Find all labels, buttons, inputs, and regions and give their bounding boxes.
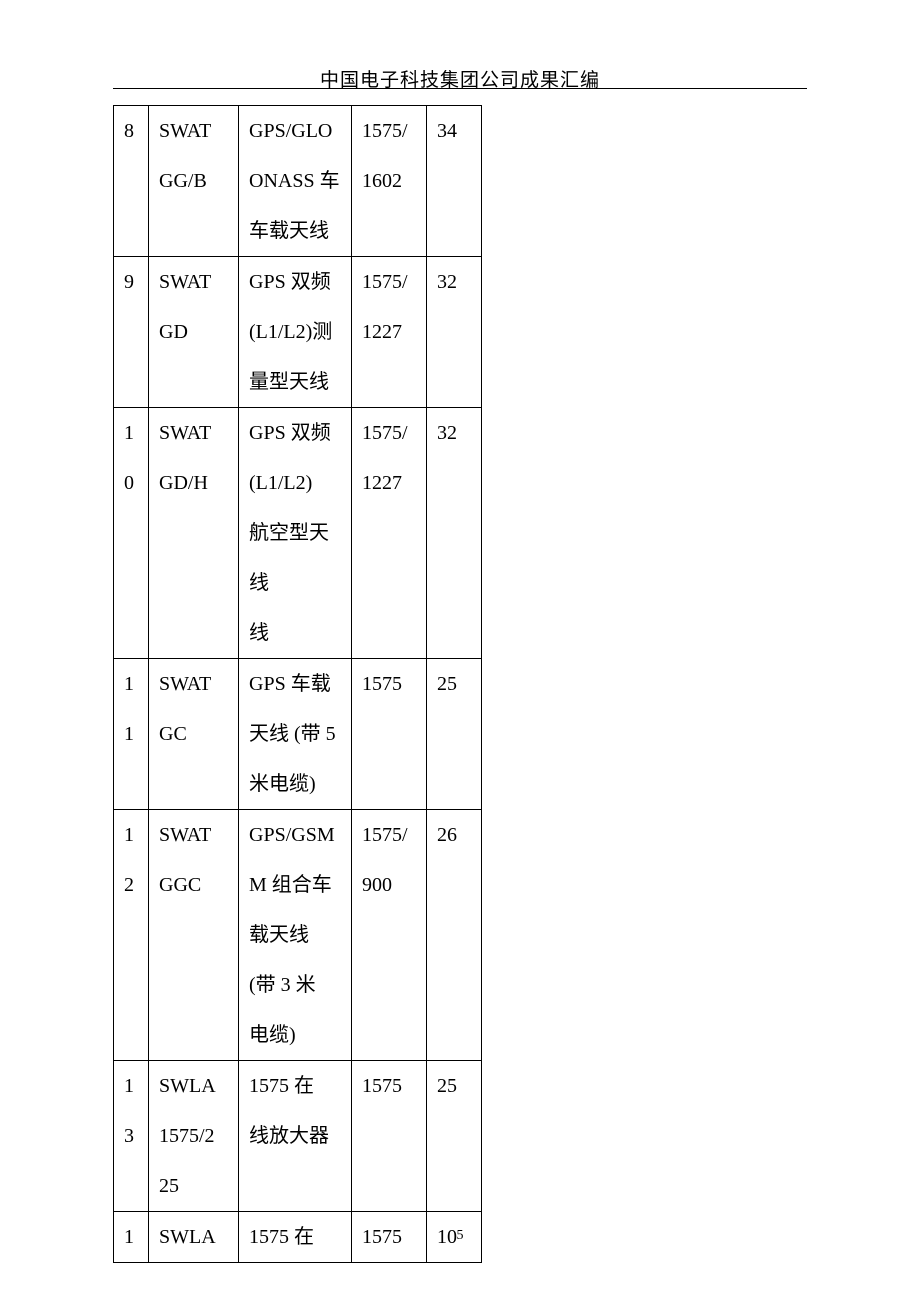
table-cell: 25 xyxy=(427,1061,482,1212)
cell-line: 9 xyxy=(114,257,148,307)
cell-line: 载天线 xyxy=(239,910,351,960)
cell-line: 车载天线 xyxy=(239,206,351,256)
cell-line: ONASS 车 xyxy=(239,156,351,206)
cell-line: 1227 xyxy=(352,458,426,508)
cell-line: GC xyxy=(149,709,238,759)
cell-line: 1 xyxy=(114,810,148,860)
table-cell: SWATGD xyxy=(149,257,239,408)
table-cell: SWATGD/H xyxy=(149,408,239,659)
table-cell: 8 xyxy=(114,106,149,257)
cell-line: 32 xyxy=(427,408,481,458)
cell-line: 2 xyxy=(114,860,148,910)
cell-line: GPS 双频 xyxy=(239,408,351,458)
cell-line: 量型天线 xyxy=(239,357,351,407)
table-row: 13SWLA1575/2251575 在线放大器157525 xyxy=(114,1061,482,1212)
cell-line: 25 xyxy=(149,1161,238,1211)
cell-line: SWAT xyxy=(149,408,238,458)
cell-line: GGC xyxy=(149,860,238,910)
cell-line: SWAT xyxy=(149,106,238,156)
cell-line: 1575/ xyxy=(352,106,426,156)
cell-line: 900 xyxy=(352,860,426,910)
cell-line: GD/H xyxy=(149,458,238,508)
table-cell: GPS 双频(L1/L2)测量型天线 xyxy=(239,257,352,408)
cell-line: 航空型天线 xyxy=(239,508,351,608)
cell-line: GG/B xyxy=(149,156,238,206)
table-cell: GPS/GLOONASS 车车载天线 xyxy=(239,106,352,257)
cell-line: SWAT xyxy=(149,257,238,307)
cell-line: M 组合车 xyxy=(239,860,351,910)
table-cell: 11 xyxy=(114,659,149,810)
table-cell: 32 xyxy=(427,257,482,408)
cell-line: 1575/ xyxy=(352,408,426,458)
table-cell: 10 xyxy=(114,408,149,659)
table-cell: 13 xyxy=(114,1061,149,1212)
header-underline xyxy=(113,88,807,89)
data-table: 8SWATGG/BGPS/GLOONASS 车车载天线1575/1602349S… xyxy=(113,105,482,1263)
table-row: 9SWATGDGPS 双频(L1/L2)测量型天线1575/122732 xyxy=(114,257,482,408)
cell-line: 米电缆) xyxy=(239,759,351,809)
cell-line: 1 xyxy=(114,1061,148,1111)
cell-line: 1 xyxy=(114,659,148,709)
table-cell: 1575/1602 xyxy=(352,106,427,257)
table-cell: SWATGGC xyxy=(149,810,239,1061)
table-row: 11SWATGCGPS 车载天线 (带 5米电缆)157525 xyxy=(114,659,482,810)
table-cell: 32 xyxy=(427,408,482,659)
table-cell: 1575 在线放大器 xyxy=(239,1061,352,1212)
table-cell: SWLA1575/225 xyxy=(149,1061,239,1212)
cell-line: 线 xyxy=(239,608,351,658)
cell-line: 25 xyxy=(427,1061,481,1111)
cell-line: 1575 xyxy=(352,1061,426,1111)
cell-line: 25 xyxy=(427,659,481,709)
table-row: 10SWATGD/HGPS 双频(L1/L2)航空型天线线1575/122732 xyxy=(114,408,482,659)
cell-line: (L1/L2) xyxy=(239,458,351,508)
data-table-container: 8SWATGG/BGPS/GLOONASS 车车载天线1575/1602349S… xyxy=(113,105,482,1263)
table-cell: 34 xyxy=(427,106,482,257)
cell-line: 1 xyxy=(114,408,148,458)
table-cell: GPS/GSMM 组合车载天线 (带 3 米电缆) xyxy=(239,810,352,1061)
cell-line: 电缆) xyxy=(239,1010,351,1060)
page-number: 5 xyxy=(0,1228,920,1244)
table-cell: 9 xyxy=(114,257,149,408)
cell-line: 1575 xyxy=(352,659,426,709)
cell-line: (带 3 米 xyxy=(239,960,351,1010)
cell-line: GPS 车载 xyxy=(239,659,351,709)
cell-line: 1575/2 xyxy=(149,1111,238,1161)
table-cell: 1575/1227 xyxy=(352,257,427,408)
table-cell: GPS 双频(L1/L2)航空型天线线 xyxy=(239,408,352,659)
table-row: 8SWATGG/BGPS/GLOONASS 车车载天线1575/160234 xyxy=(114,106,482,257)
cell-line: 天线 (带 5 xyxy=(239,709,351,759)
table-cell: 1575 xyxy=(352,1061,427,1212)
cell-line: 1602 xyxy=(352,156,426,206)
cell-line: 1227 xyxy=(352,307,426,357)
cell-line: 1575/ xyxy=(352,257,426,307)
table-cell: 25 xyxy=(427,659,482,810)
cell-line: GPS/GSM xyxy=(239,810,351,860)
cell-line: 线放大器 xyxy=(239,1111,351,1161)
cell-line: SWAT xyxy=(149,810,238,860)
table-cell: 1575 xyxy=(352,659,427,810)
cell-line: 1575 在 xyxy=(239,1061,351,1111)
cell-line: 0 xyxy=(114,458,148,508)
cell-line: SWAT xyxy=(149,659,238,709)
cell-line: GD xyxy=(149,307,238,357)
cell-line: 8 xyxy=(114,106,148,156)
table-row: 12SWATGGCGPS/GSMM 组合车载天线 (带 3 米电缆)1575/9… xyxy=(114,810,482,1061)
cell-line: SWLA xyxy=(149,1061,238,1111)
table-cell: 1575/900 xyxy=(352,810,427,1061)
cell-line: 32 xyxy=(427,257,481,307)
cell-line: GPS 双频 xyxy=(239,257,351,307)
cell-line: GPS/GLO xyxy=(239,106,351,156)
table-cell: SWATGC xyxy=(149,659,239,810)
table-cell: GPS 车载天线 (带 5米电缆) xyxy=(239,659,352,810)
table-cell: 1575/1227 xyxy=(352,408,427,659)
table-cell: SWATGG/B xyxy=(149,106,239,257)
cell-line: 26 xyxy=(427,810,481,860)
cell-line: 1575/ xyxy=(352,810,426,860)
cell-line: 34 xyxy=(427,106,481,156)
cell-line: (L1/L2)测 xyxy=(239,307,351,357)
table-cell: 26 xyxy=(427,810,482,1061)
cell-line: 1 xyxy=(114,709,148,759)
cell-line: 3 xyxy=(114,1111,148,1161)
table-cell: 12 xyxy=(114,810,149,1061)
